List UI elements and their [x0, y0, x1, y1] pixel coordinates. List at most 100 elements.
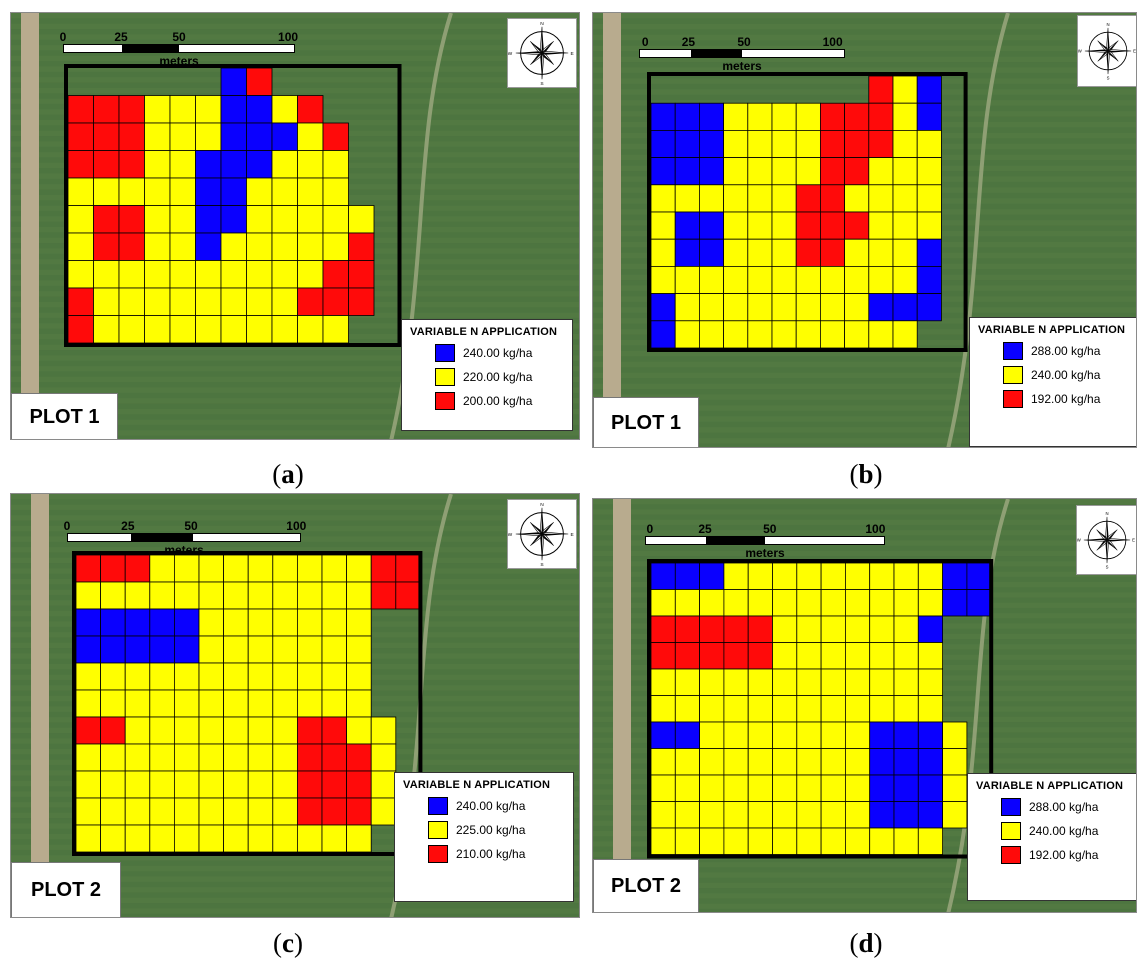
scale-bar-ticks: 0 25 50 100 [60, 30, 299, 44]
grid-cell [892, 265, 918, 294]
legend-title: VARIABLE N APPLICATION [978, 324, 1126, 336]
grid-cell [650, 748, 676, 776]
crop-row-texture [593, 383, 1136, 390]
crop-row-texture [11, 45, 579, 51]
grid-cell [942, 721, 968, 749]
grid-cell [247, 824, 274, 853]
grid-cell [819, 130, 845, 159]
grid-cell [772, 801, 798, 829]
grid-cell [674, 721, 701, 749]
grid-cell [195, 122, 222, 151]
grid-cell [674, 668, 701, 696]
scale-tick-25: 25 [698, 522, 712, 536]
grid-cell [118, 150, 145, 179]
crop-row-texture [593, 427, 1136, 433]
crop-row-texture [11, 430, 579, 436]
legend-label: 210.00 kg/ha [456, 847, 526, 861]
plot-boundary [647, 72, 968, 352]
grid-cell [297, 287, 324, 316]
grid-cell [321, 581, 348, 610]
grid-cell [144, 287, 171, 316]
grid-cell [100, 797, 126, 826]
grid-cell [723, 774, 749, 802]
grid-cell [892, 157, 918, 186]
grid-cell [699, 801, 725, 829]
grid-cell [271, 287, 298, 316]
grid-cell [149, 797, 175, 826]
grid-cell [723, 668, 749, 696]
grid-cell [246, 205, 273, 234]
grid-cell [93, 287, 120, 316]
grid-cell [747, 801, 773, 829]
grid-cell [699, 668, 725, 696]
grid-cell [723, 293, 749, 322]
grid-cell [195, 205, 222, 234]
grid-cell [246, 122, 273, 151]
scale-tick-100: 100 [278, 30, 299, 44]
crop-row-texture [593, 903, 1136, 909]
grid-cell [271, 122, 298, 151]
grid-cell [699, 102, 725, 131]
grid-cell [771, 293, 797, 322]
satellite-image [11, 494, 579, 917]
grid-cell [296, 770, 323, 799]
crop-row-texture [593, 862, 1136, 868]
crop-row-texture [11, 398, 579, 404]
grid-cell [892, 211, 918, 240]
caption-d: (d) [849, 928, 883, 958]
grid-cell [67, 232, 94, 261]
grid-cell [75, 770, 102, 799]
legend: VARIABLE N APPLICATION 240.00 kg/ha 220.0… [401, 319, 573, 431]
grid-cell [917, 562, 943, 590]
grid-cell [723, 642, 749, 670]
grid-cell [247, 608, 274, 637]
grid-cell [844, 615, 871, 643]
grid-cell [917, 615, 943, 643]
legend-swatch [1003, 366, 1023, 384]
crop-row-texture [11, 13, 579, 19]
grid-cell [321, 716, 348, 745]
grid-cell [674, 827, 701, 855]
crop-row-texture [11, 376, 579, 383]
grid-cell [868, 130, 894, 159]
legend-item: 288.00 kg/ha [1003, 342, 1130, 360]
grid-cell [917, 668, 943, 696]
grid-cell [297, 95, 324, 124]
grid-cell [144, 260, 171, 289]
grid-cell [93, 177, 120, 206]
grid-cell [868, 184, 894, 213]
grid-cell [747, 721, 773, 749]
grid-cell [149, 770, 175, 799]
legend-item: 225.00 kg/ha [428, 821, 565, 839]
legend-label: 192.00 kg/ha [1031, 392, 1101, 406]
grid-cell [795, 320, 821, 349]
grid-cell [650, 801, 676, 829]
grid-cell [650, 265, 676, 294]
compass-rose: N S W E [1077, 511, 1135, 569]
grid-cell [674, 102, 700, 131]
legend-item: 240.00 kg/ha [1003, 366, 1130, 384]
grid-cell [650, 589, 676, 617]
grid-cell [674, 265, 700, 294]
grid-cell [75, 635, 102, 664]
grid-cell [149, 608, 175, 637]
grid-cell [796, 695, 822, 723]
grid-cell [173, 635, 200, 664]
grid-cell [75, 608, 102, 637]
grid-cell [296, 824, 323, 853]
grid-cell [297, 232, 324, 261]
grid-cell [747, 320, 773, 349]
grid-cell [348, 232, 375, 261]
grid-cell [124, 581, 151, 610]
crop-row-texture [593, 438, 1136, 444]
grid-cell [296, 743, 323, 772]
grid-cell [844, 265, 870, 294]
legend-title: VARIABLE N APPLICATION [403, 779, 551, 791]
grid-cell [796, 589, 822, 617]
grid-cell [674, 211, 700, 240]
grid-cell [893, 668, 919, 696]
grid-cell [917, 748, 943, 776]
scale-tick-0: 0 [63, 519, 71, 533]
scale-tick-0: 0 [646, 522, 654, 536]
grid-cell [674, 130, 700, 159]
